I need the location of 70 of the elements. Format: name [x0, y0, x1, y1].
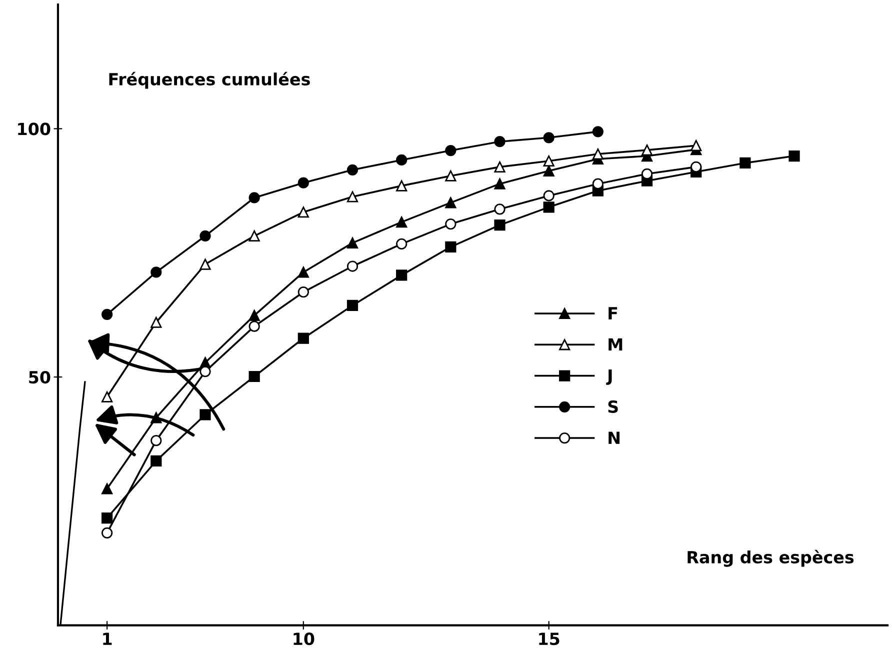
- point: [346, 237, 358, 248]
- point: [592, 178, 604, 190]
- point: [102, 308, 113, 320]
- legend-label: N: [608, 432, 620, 444]
- y-tick-label: 100: [18, 122, 50, 136]
- point: [346, 260, 358, 272]
- point: [641, 168, 653, 180]
- point: [346, 164, 358, 176]
- point: [396, 270, 408, 281]
- legend-label: F: [608, 307, 618, 320]
- point: [298, 206, 309, 218]
- point: [150, 266, 162, 278]
- point: [248, 310, 260, 321]
- point: [346, 191, 358, 202]
- point: [543, 202, 554, 213]
- point: [396, 216, 408, 228]
- point: [494, 161, 506, 172]
- point: [396, 238, 408, 250]
- point: [248, 320, 260, 332]
- point: [150, 316, 162, 328]
- point: [788, 150, 800, 162]
- point: [200, 258, 211, 270]
- point: [690, 140, 702, 152]
- point: [150, 435, 162, 446]
- point: [102, 483, 113, 494]
- x-axis-title: Rang des espèces: [688, 550, 854, 567]
- point: [248, 230, 260, 242]
- point: [298, 286, 309, 298]
- point: [543, 190, 554, 202]
- point: [494, 204, 506, 215]
- point: [102, 512, 113, 524]
- point: [396, 180, 408, 192]
- point: [641, 144, 653, 156]
- legend-label: M: [608, 338, 622, 350]
- point: [298, 266, 309, 278]
- point: [494, 178, 506, 190]
- point: [396, 154, 408, 166]
- point: [150, 412, 162, 424]
- point: [592, 148, 604, 160]
- point: [445, 218, 456, 230]
- point: [543, 155, 554, 167]
- point: [445, 144, 456, 156]
- x-tick-label: 10: [294, 632, 314, 646]
- point: [200, 409, 211, 420]
- point: [543, 165, 554, 176]
- point: [445, 241, 456, 252]
- x-tick-label: 15: [539, 632, 560, 646]
- point: [298, 332, 309, 344]
- y-axis-title: Fréquences cumulées: [109, 72, 310, 89]
- point: [543, 132, 554, 144]
- point: [200, 230, 211, 242]
- point: [494, 136, 506, 148]
- point: [200, 366, 211, 378]
- point: [740, 157, 751, 169]
- point: [445, 170, 456, 182]
- point: [690, 161, 702, 172]
- point: [298, 177, 309, 188]
- point: [346, 300, 358, 312]
- point: [150, 455, 162, 466]
- y-tick-label: 50: [29, 370, 50, 384]
- point: [248, 192, 260, 204]
- point: [494, 219, 506, 231]
- point: [445, 197, 456, 208]
- point: [102, 527, 113, 538]
- legend-label: J: [606, 369, 612, 385]
- x-tick-label: 1: [103, 632, 112, 645]
- point: [592, 126, 604, 138]
- legend-label: S: [608, 400, 618, 413]
- point: [102, 391, 113, 402]
- point: [248, 370, 260, 382]
